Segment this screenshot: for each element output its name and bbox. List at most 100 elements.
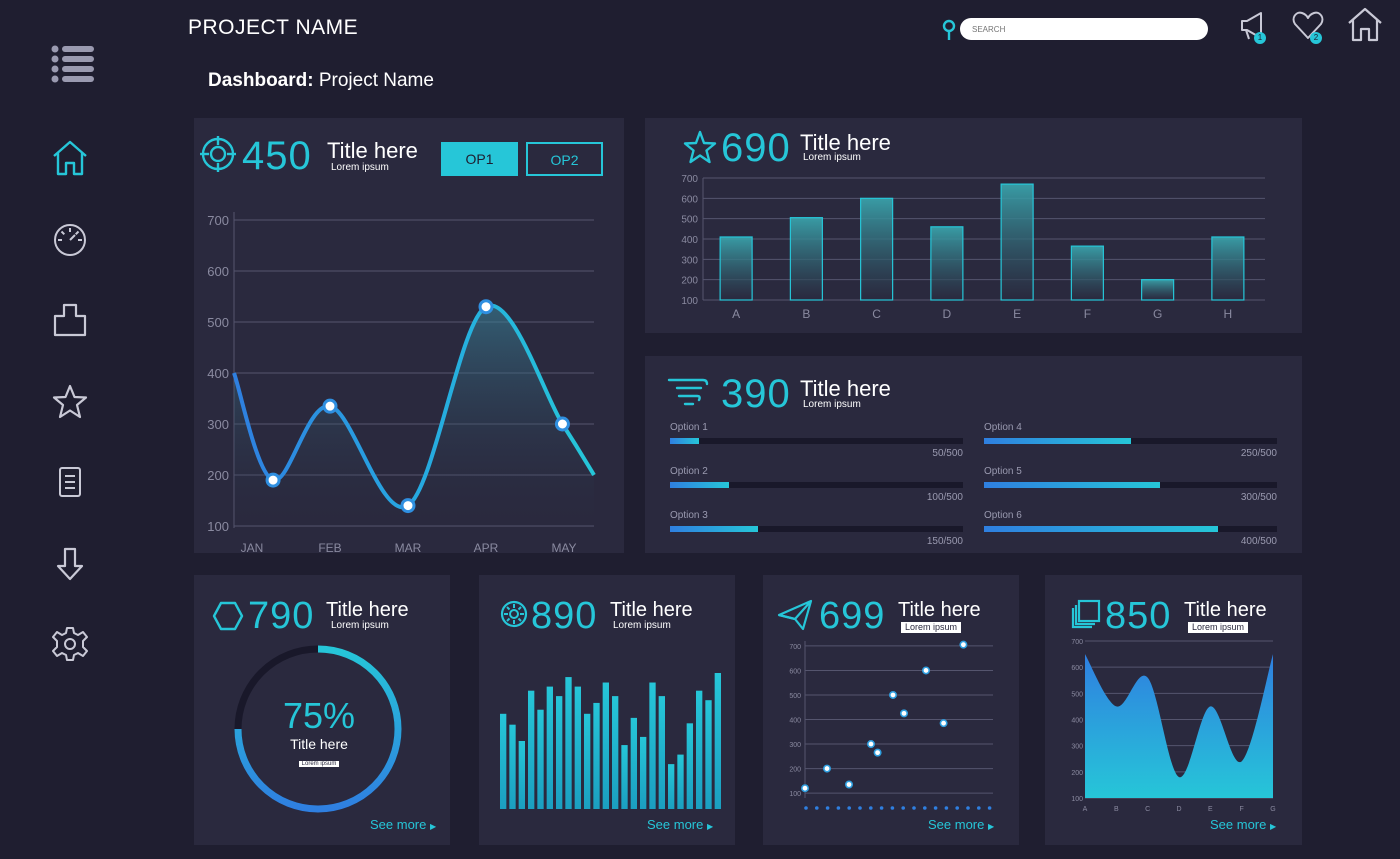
x-tick-dot	[869, 806, 873, 810]
paper-plane-icon	[777, 599, 813, 631]
x-tick-dot	[847, 806, 851, 810]
mini-bar	[593, 702, 600, 809]
y-tick-label: 700	[681, 174, 698, 185]
x-tick-label: JAN	[241, 541, 264, 553]
donut-percent: 75%	[282, 695, 356, 736]
megaphone-icon[interactable]: 1	[1236, 8, 1272, 44]
sidebar-document-icon[interactable]	[50, 462, 90, 502]
search-icon[interactable]	[940, 18, 958, 42]
y-tick-label: 300	[681, 255, 698, 266]
card-area: 850 Title here Lorem ipsum 100 200 300 400 5…	[1045, 575, 1302, 845]
arrow-right-icon: ▶	[1270, 822, 1277, 831]
data-point	[400, 498, 416, 514]
mini-bar	[658, 696, 665, 809]
x-tick-dot	[912, 806, 916, 810]
progress-label: Option 4	[984, 422, 1022, 433]
see-more-link[interactable]: See more ▶	[647, 817, 713, 832]
x-tick-label: H	[1224, 307, 1233, 321]
see-more-link[interactable]: See more ▶	[1210, 817, 1276, 832]
target-icon	[200, 136, 236, 172]
scatter-point	[845, 780, 854, 789]
mini-bar	[528, 690, 535, 809]
sidebar-home-icon[interactable]	[50, 138, 90, 178]
mini-bar	[612, 696, 619, 809]
area-shape	[1085, 654, 1273, 798]
y-tick-label: 500	[1071, 691, 1083, 698]
card7-subtitle: Lorem ipsum	[1188, 622, 1249, 633]
project-name: PROJECT NAME	[188, 16, 359, 39]
see-more-label: See more	[1210, 817, 1267, 832]
progress-label: Option 3	[670, 510, 708, 521]
donut-arc	[234, 645, 402, 813]
page-title-rest: Project Name	[318, 70, 434, 91]
card2-value: 690	[721, 126, 791, 170]
see-more-link[interactable]: See more ▶	[928, 817, 994, 832]
sun-icon	[499, 599, 529, 629]
mini-bar	[649, 682, 656, 809]
x-tick-label: D	[943, 307, 952, 321]
x-tick-label: B	[1114, 806, 1119, 813]
progress-value: 150/500	[926, 536, 963, 547]
y-tick-label: 100	[789, 791, 801, 798]
scatter-point	[900, 709, 909, 718]
progress-fill	[984, 482, 1160, 488]
x-tick-dot	[923, 806, 927, 810]
y-tick-label: 200	[207, 468, 229, 483]
progress-value: 100/500	[926, 492, 963, 503]
see-more-label: See more	[928, 817, 985, 832]
x-tick-label: E	[1013, 307, 1021, 321]
sidebar-settings-icon[interactable]	[50, 624, 90, 664]
card1-subtitle: Lorem ipsum	[331, 162, 389, 173]
progress-track	[984, 438, 1277, 444]
mini-bar	[696, 690, 703, 809]
card1-title: Title here	[327, 138, 418, 163]
card6-subtitle: Lorem ipsum	[901, 622, 962, 633]
progress-value: 300/500	[1240, 492, 1277, 503]
progress-track	[984, 526, 1277, 532]
mini-bar	[630, 717, 637, 809]
y-tick-label: 400	[789, 718, 801, 725]
mini-bar	[565, 677, 572, 809]
mini-bar	[546, 686, 553, 809]
bar	[1211, 236, 1245, 301]
search-input[interactable]	[960, 18, 1208, 40]
arrow-right-icon: ▶	[707, 822, 714, 831]
x-tick-label: MAY	[551, 541, 576, 553]
op1-button[interactable]: OP1	[441, 142, 518, 176]
sidebar-briefcase-icon[interactable]	[50, 300, 90, 340]
y-tick-label: 100	[207, 519, 229, 534]
mini-bar	[537, 709, 544, 809]
heart-icon[interactable]: 2	[1290, 8, 1326, 44]
y-tick-label: 200	[1071, 770, 1083, 777]
y-tick-label: 400	[681, 235, 698, 246]
progress-fill	[670, 482, 729, 488]
progress-value: 250/500	[1240, 448, 1277, 459]
home-top-icon[interactable]	[1346, 6, 1384, 42]
card7-title: Title here	[1184, 599, 1267, 621]
op2-button[interactable]: OP2	[526, 142, 603, 176]
sidebar-star-icon[interactable]	[50, 382, 90, 422]
card3-title: Title here	[800, 376, 891, 401]
x-tick-dot	[815, 806, 819, 810]
mini-bar-chart	[500, 673, 721, 809]
menu-icon[interactable]	[50, 44, 96, 86]
x-tick-label: MAR	[395, 541, 422, 553]
see-more-link[interactable]: See more ▶	[370, 817, 436, 832]
data-point	[265, 472, 281, 488]
mini-bar	[556, 696, 563, 809]
arrow-right-icon: ▶	[988, 822, 995, 831]
progress-label: Option 6	[984, 510, 1022, 521]
data-point	[478, 299, 494, 315]
mini-bar	[509, 724, 516, 809]
mini-bar	[686, 723, 693, 809]
bar	[1000, 183, 1034, 301]
sidebar-gauge-icon[interactable]	[50, 220, 90, 260]
mini-bar	[584, 713, 591, 809]
card4-value: 790	[248, 595, 315, 637]
sidebar-download-icon[interactable]	[50, 544, 90, 584]
bar-chart: 100 200 300 400 500 600 700 A B C D E F G H	[681, 174, 1265, 321]
see-more-label: See more	[370, 817, 427, 832]
x-tick-label: APR	[474, 541, 499, 553]
x-tick-label: FEB	[318, 541, 341, 553]
